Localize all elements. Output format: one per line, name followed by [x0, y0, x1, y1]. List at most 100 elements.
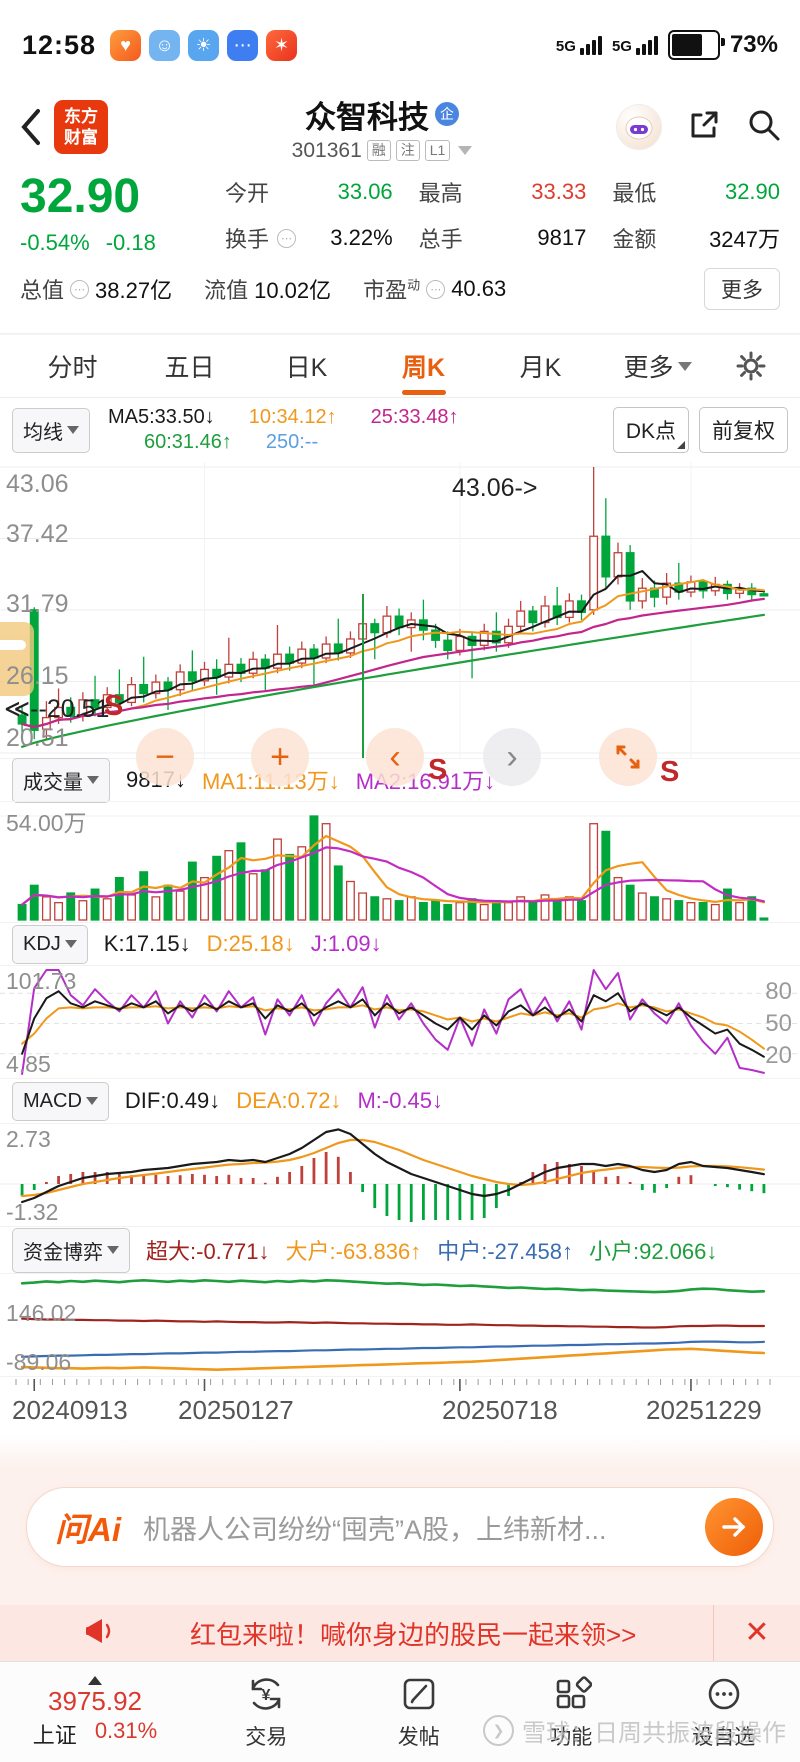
macd-top-label: 2.73 — [6, 1126, 51, 1153]
gear-icon — [735, 350, 767, 382]
lots-value: 9817 — [537, 225, 586, 251]
chevron-down-icon[interactable] — [458, 146, 472, 155]
fund-xiaohu: 小户:92.066↓ — [589, 1234, 717, 1266]
heart-app-icon: ♥ — [110, 30, 141, 61]
tab-zhouk[interactable]: 周K — [365, 335, 482, 397]
chart-settings-button[interactable] — [716, 335, 786, 397]
change-percent: -0.54% — [20, 230, 90, 256]
back-button[interactable] — [18, 105, 52, 149]
kdj-k: K:17.15↓ — [104, 931, 191, 957]
kdj-chart[interactable]: 101.73 4.85 80 50 20 — [0, 965, 800, 1079]
expand-icon — [614, 743, 642, 771]
more-dots-icon — [703, 1673, 745, 1715]
megaphone-icon — [84, 1616, 118, 1651]
info-icon[interactable]: ⋯ — [70, 280, 89, 299]
enterprise-badge[interactable]: 企 — [435, 102, 459, 126]
kdj-right-50: 50 — [765, 1010, 792, 1038]
assistant-avatar[interactable] — [616, 104, 662, 150]
y-axis-label: 37.42 — [6, 520, 69, 549]
promo-text[interactable]: 红包来啦！喊你身边的股民一起来领>> — [80, 1615, 713, 1652]
turnover-label: 换手 — [225, 222, 269, 254]
macd-canvas[interactable] — [0, 1124, 800, 1226]
dk-point-button[interactable]: DK点 — [613, 407, 689, 453]
pan-right-button[interactable]: › — [483, 728, 541, 786]
lower-area: 问Ai 机器人公司纷纷“囤壳”A股，上纬新材... 红包来啦！喊你身边的股民一起… — [0, 1435, 800, 1661]
kdj-header: KDJ K:17.15↓ D:25.18↓ J:1.09↓ — [0, 923, 800, 965]
low-label: 最低 — [612, 176, 656, 208]
pe-value: 40.63 — [451, 276, 506, 302]
tag-zhu: 注 — [396, 140, 420, 161]
y-axis-label: 26.15 — [6, 662, 69, 691]
up-triangle-icon — [88, 1676, 102, 1685]
close-icon[interactable]: ✕ — [713, 1605, 800, 1661]
app-logo[interactable]: 东方 财富 — [54, 100, 108, 154]
stock-name: 众智科技 — [305, 92, 429, 137]
macd-chart[interactable]: 2.73 -1.32 — [0, 1123, 800, 1227]
pan-left-button[interactable]: ‹ — [366, 728, 424, 786]
more-button[interactable]: 更多 — [704, 268, 780, 310]
info-icon[interactable]: ⋯ — [426, 280, 445, 299]
zoom-out-button[interactable]: − — [136, 728, 194, 786]
tab-fenshi[interactable]: 分时 — [14, 335, 131, 397]
adjust-mode-button[interactable]: 前复权 — [699, 407, 788, 453]
ask-ai-submit-button[interactable] — [705, 1498, 763, 1556]
volume-canvas[interactable] — [0, 802, 800, 922]
chick-app-icon: ☺ — [149, 30, 180, 61]
kdj-selector-button[interactable]: KDJ — [12, 925, 88, 964]
ask-ai-logo: 问Ai — [55, 1503, 121, 1551]
lots-label: 总手 — [419, 222, 463, 254]
signal-icon-1: 5G — [556, 36, 602, 55]
fund-canvas[interactable] — [0, 1274, 800, 1376]
y-axis-label: 43.06 — [6, 470, 69, 499]
tag-rong: 融 — [367, 140, 391, 161]
floatcap-label: 流值 — [204, 273, 248, 305]
x-label: 20240913 — [12, 1395, 128, 1426]
tag-l1: L1 — [425, 140, 451, 161]
grid-icon — [550, 1673, 592, 1715]
pe-label: 市盈动 — [363, 273, 420, 305]
index-name: 上证 — [33, 1718, 77, 1750]
macd-selector-button[interactable]: MACD — [12, 1082, 109, 1121]
tick-ruler — [0, 1377, 800, 1393]
open-label: 今开 — [225, 176, 269, 208]
fund-selector-button[interactable]: 资金博弈 — [12, 1228, 130, 1273]
ma-selector-button[interactable]: 均线 — [12, 408, 90, 453]
tab-more[interactable]: 更多 — [599, 335, 716, 397]
info-icon[interactable]: ⋯ — [277, 229, 296, 248]
fund-chart[interactable]: 146.02 -89.06 — [0, 1273, 800, 1377]
promo-banner[interactable]: 红包来啦！喊你身边的股民一起来领>> ✕ — [0, 1605, 800, 1661]
stock-title-block[interactable]: 众智科技 企 301361 融 注 L1 — [148, 92, 616, 163]
y-axis-label: 31.79 — [6, 590, 69, 619]
fullscreen-button[interactable] — [599, 728, 657, 786]
kline-chart[interactable]: 43.06 37.42 31.79 26.15 20.51 43.06-> ≪-… — [0, 462, 800, 759]
kdj-canvas[interactable] — [0, 966, 800, 1078]
fund-chaoda: 超大:-0.771↓ — [146, 1234, 270, 1266]
high-annotation: 43.06-> — [452, 474, 538, 503]
ask-ai-bar[interactable]: 问Ai 机器人公司纷纷“囤壳”A股，上纬新材... — [26, 1487, 774, 1567]
tab-rik[interactable]: 日K — [248, 335, 365, 397]
last-price: 32.90 — [20, 172, 225, 222]
mktcap-value: 38.27亿 — [95, 273, 172, 305]
high-label: 最高 — [419, 176, 463, 208]
amount-label: 金额 — [612, 222, 656, 254]
clock: 12:58 — [22, 30, 96, 61]
sell-marker: S — [660, 756, 679, 789]
search-button[interactable] — [746, 107, 782, 148]
nav-post[interactable]: 发帖 — [343, 1673, 496, 1751]
volume-chart[interactable]: 54.00万 — [0, 801, 800, 923]
floatcap-value: 10.02亿 — [254, 273, 331, 305]
ma60-value: 60:31.46↑ — [144, 431, 232, 454]
ma10-value: 10:34.12↑ — [249, 406, 337, 429]
ma-legend-row: 均线 MA5:33.50↓ 10:34.12↑ 25:33.48↑ 60:31.… — [0, 398, 800, 462]
share-button[interactable] — [686, 107, 722, 148]
zoom-in-button[interactable]: + — [251, 728, 309, 786]
notification-icons: ♥ ☺ ☀ ⋯ ✶ — [110, 30, 297, 61]
tab-yuek[interactable]: 月K — [482, 335, 599, 397]
nav-trade[interactable]: ¥ 交易 — [190, 1673, 343, 1751]
kdj-right-20: 20 — [765, 1042, 792, 1070]
back-chevron-icon — [18, 105, 44, 149]
x-label: 20250127 — [178, 1395, 294, 1426]
tab-wuri[interactable]: 五日 — [131, 335, 248, 397]
